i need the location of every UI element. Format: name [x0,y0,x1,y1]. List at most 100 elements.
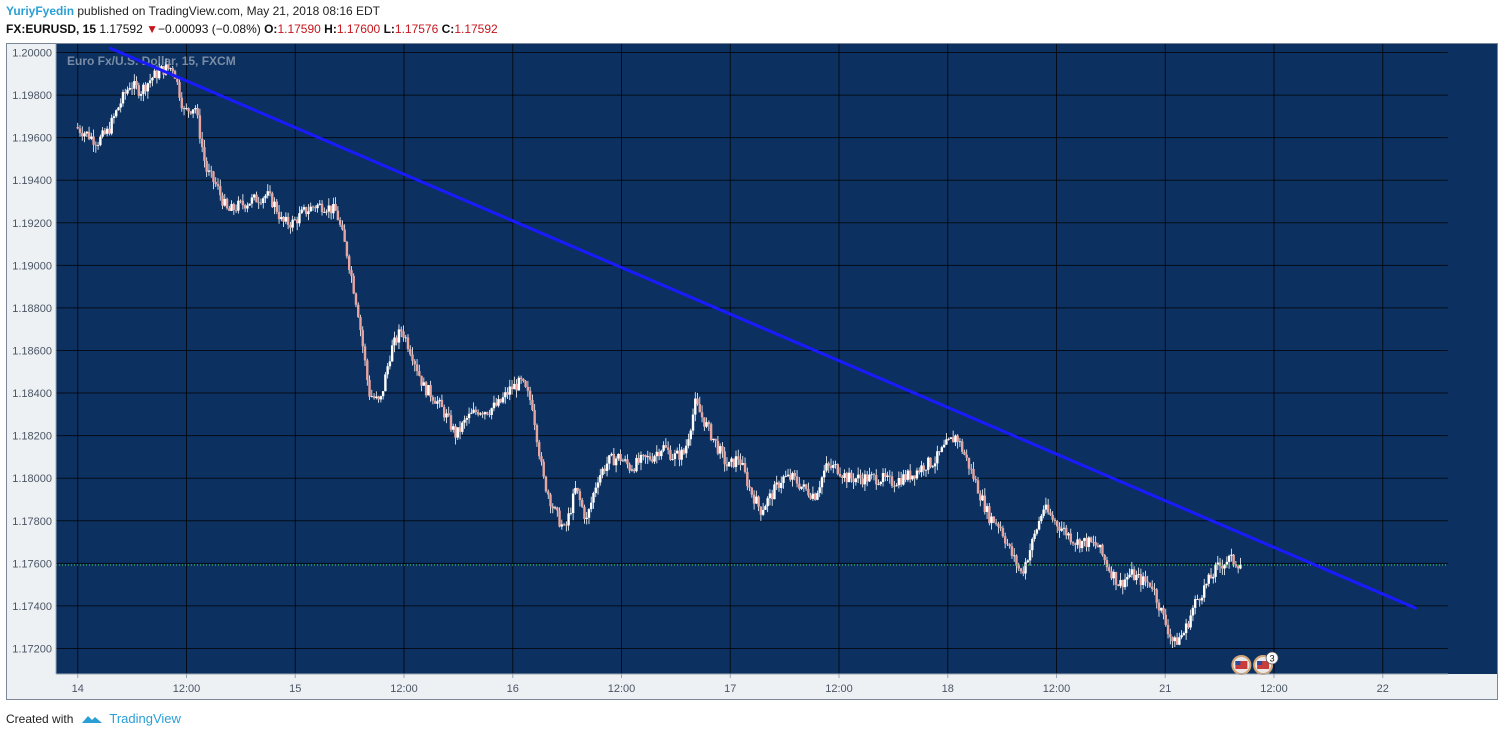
candle-body [397,329,401,343]
published-text: published on TradingView.com, May 21, 20… [77,4,381,18]
candle-body [590,502,593,510]
candle-body [594,487,597,494]
candle-body [956,435,959,442]
candle-body [1184,623,1188,634]
candle-body [1151,586,1154,590]
candle-body [626,459,629,465]
candle-body [504,392,507,398]
candle-body [302,207,306,210]
candle-body [682,449,686,454]
candle-body [845,473,849,483]
candle-body [470,412,473,414]
down-arrow-icon: ▼ [146,22,158,36]
candle-body [424,382,428,396]
candle-body [282,217,285,222]
candle-body [617,453,620,459]
price-chart[interactable]: Euro Fx/U.S. Dollar, 15, FXCM 3 1.200001… [7,44,1497,699]
candle-body [130,87,134,89]
candle-body [1022,571,1025,574]
candle-body [275,201,279,212]
candle-body [454,426,457,438]
candle-body [200,138,204,148]
candle-body [1123,579,1127,588]
candle-body [918,470,921,473]
candle-body [90,136,93,139]
candle-body [422,382,426,386]
candle-body [1169,634,1172,638]
candle-body [427,385,430,396]
event-markers[interactable]: 3 [1231,651,1279,675]
candle-body [739,459,742,465]
candle-body [259,202,263,204]
candle-body [198,115,202,139]
candle-body [766,498,769,507]
candle-body [368,379,371,397]
created-with-text: Created with [6,711,74,726]
candle-body [669,449,672,460]
candle-body [823,470,826,478]
y-tick-label: 1.18000 [12,473,52,485]
candle-body [528,390,532,400]
candle-body [750,487,754,495]
candle-body [789,474,792,480]
candle-body [105,128,109,134]
candle-body [689,430,692,440]
low-label: L: [383,22,395,36]
candle-body [78,128,82,133]
x-tick-label: 22 [1377,683,1389,695]
candle-body [203,147,206,161]
candle-body [1051,515,1054,520]
candle-body [311,206,315,208]
candle-body [832,464,835,468]
candle-body [92,136,95,145]
tradingview-link[interactable]: TradingView [109,711,181,726]
candle-body [96,145,100,146]
candle-body [329,205,333,214]
candle-body [1200,597,1204,601]
candle-body [126,89,129,94]
candle-body [1044,504,1048,510]
candle-body [212,171,215,183]
candle-body [1139,574,1143,585]
candle-body [81,132,84,137]
x-axis: 14 12:00 15 12:00 16 12:00 17 12:00 18 12:00 21 12:… [56,673,1448,695]
candle-body [732,458,735,467]
candle-body [239,200,242,202]
publish-info: YuriyFyedin published on TradingView.com… [6,4,380,18]
candle-body [648,456,652,460]
candle-body [773,484,776,500]
candle-body [1162,607,1165,615]
candle-body [569,513,573,514]
author-name[interactable]: YuriyFyedin [6,4,75,18]
candle-body [139,94,143,96]
candle-body [1024,562,1027,574]
candle-body [210,170,213,172]
candle-body [535,425,539,443]
candle-body [678,450,681,460]
candle-body [967,457,971,469]
candle-body [999,526,1002,529]
trendline-group[interactable] [108,46,1417,610]
candle-body [325,211,328,213]
candle-body [553,507,557,509]
candle-body [1033,533,1036,539]
candle-body [895,485,898,487]
candle-body [336,210,340,221]
candle-body [151,77,154,81]
candle-body [178,81,181,98]
candle-body [1157,602,1161,611]
candle-body [990,516,993,524]
candle-body [458,427,462,432]
trendline[interactable] [108,46,1417,610]
candles [76,58,1242,648]
x-tick-label: 16 [507,683,519,695]
y-tick-label: 1.18400 [12,388,52,400]
candle-body [1092,541,1095,543]
candle-body [1239,564,1242,569]
candle-body [404,337,407,339]
candle-body [327,205,331,212]
candle-body [922,465,925,471]
symbol-label: FX:EURUSD, 15 [6,22,97,36]
open-label: O: [264,22,278,36]
candle-body [863,474,867,485]
